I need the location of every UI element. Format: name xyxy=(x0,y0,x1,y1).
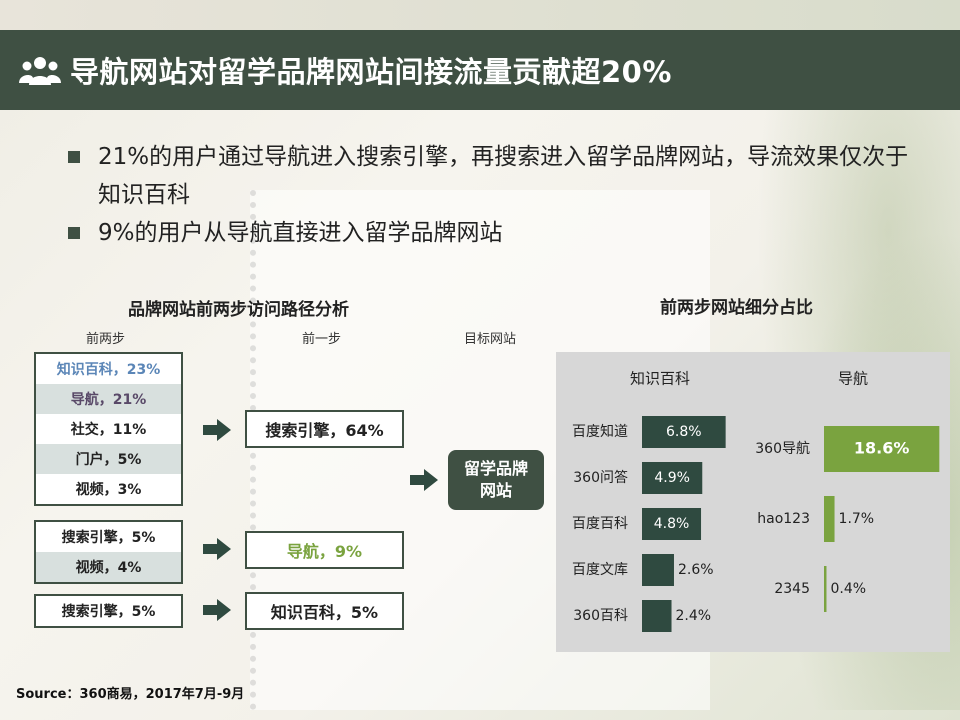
source-group-3: 搜索引擎，5% xyxy=(34,594,183,628)
group-row: 视频，3% xyxy=(75,482,142,498)
target-box: 留学品牌网站 xyxy=(448,450,544,510)
bar xyxy=(642,462,703,494)
col-label-one-step: 前一步 xyxy=(302,332,342,347)
chart-title: 前两步网站细分占比 xyxy=(660,298,813,318)
bullet-text: 21%的用户通过导航进入搜索引擎，再搜索进入留学品牌网站，导流效果仅次于知识百科 xyxy=(98,144,909,208)
arrow-right-icon xyxy=(410,469,438,491)
group-row: 知识百科，23% xyxy=(56,362,161,378)
data-label: 18.6% xyxy=(854,439,910,458)
arrow-right-icon xyxy=(203,599,231,621)
bar xyxy=(824,566,827,612)
group-row: 门户，5% xyxy=(36,444,181,474)
category-label: 360导航 xyxy=(755,441,810,457)
category-label: 百度文库 xyxy=(572,562,628,578)
bullet-item: 21%的用户通过导航进入搜索引擎，再搜索进入留学品牌网站，导流效果仅次于知识百科 xyxy=(68,138,928,214)
header-bar: 导航网站对留学品牌网站间接流量贡献超20% xyxy=(0,30,960,110)
background-top xyxy=(0,0,960,30)
category-label: 2345 xyxy=(774,581,810,597)
bar xyxy=(824,426,940,472)
data-label: 2.4% xyxy=(676,608,712,624)
category-label: hao123 xyxy=(757,511,810,527)
bullet-square-icon xyxy=(68,151,80,163)
group-row: 搜索引擎，5% xyxy=(61,530,156,546)
source-group-1: 知识百科，23% 导航，21% 社交，11% 门户，5% 视频，3% xyxy=(34,352,183,506)
bullet-list: 21%的用户通过导航进入搜索引擎，再搜索进入留学品牌网站，导流效果仅次于知识百科… xyxy=(68,138,928,252)
data-label: 2.6% xyxy=(678,562,714,578)
source-note: Source：360商易，2017年7月-9月 xyxy=(16,687,245,702)
bullet-square-icon xyxy=(68,227,80,239)
arrow-right-icon xyxy=(203,419,231,441)
group-row: 搜索引擎，5% xyxy=(61,604,156,620)
bullet-text: 9%的用户从导航直接进入留学品牌网站 xyxy=(98,220,503,246)
chart-panel: 知识百科百度知道 6.8% 360问答 4.9% 百度百科 4.8% 百度文库 2.6% 360… xyxy=(556,352,950,652)
step-box-navigation: 导航，9% xyxy=(245,531,404,569)
data-label: 6.8% xyxy=(666,424,702,440)
category-label: 百度百科 xyxy=(572,516,628,532)
group-row: 视频，4% xyxy=(36,552,181,582)
bullet-item: 9%的用户从导航直接进入留学品牌网站 xyxy=(68,214,928,252)
bar xyxy=(824,496,835,542)
col-label-target: 目标网站 xyxy=(464,332,517,347)
page-title: 导航网站对留学品牌网站间接流量贡献超20% xyxy=(70,55,672,89)
bar xyxy=(642,554,674,586)
data-label: 1.7% xyxy=(839,511,875,527)
bar xyxy=(642,416,726,448)
category-label: 百度知道 xyxy=(572,423,628,440)
panel-name: 导航 xyxy=(838,370,868,388)
data-label: 4.9% xyxy=(654,470,690,486)
panel-name: 知识百科 xyxy=(630,370,690,388)
step-box-search: 搜索引擎，64% xyxy=(245,410,404,448)
category-label: 360百科 xyxy=(573,608,628,624)
users-icon xyxy=(19,57,61,85)
category-label: 360问答 xyxy=(573,469,628,486)
flow-title: 品牌网站前两步访问路径分析 xyxy=(128,300,349,320)
group-row: 导航，21% xyxy=(36,384,181,414)
group-row: 社交，11% xyxy=(70,422,147,438)
bar xyxy=(642,508,702,540)
col-label-two-steps: 前两步 xyxy=(86,332,126,347)
bar xyxy=(642,600,672,632)
data-label: 4.8% xyxy=(654,516,690,532)
arrow-right-icon xyxy=(203,538,231,560)
target-label: 留学品牌网站 xyxy=(464,459,529,500)
data-label: 0.4% xyxy=(830,581,866,597)
source-group-2: 搜索引擎，5% 视频，4% xyxy=(34,520,183,584)
step-box-encyclopedia: 知识百科，5% xyxy=(245,592,404,630)
